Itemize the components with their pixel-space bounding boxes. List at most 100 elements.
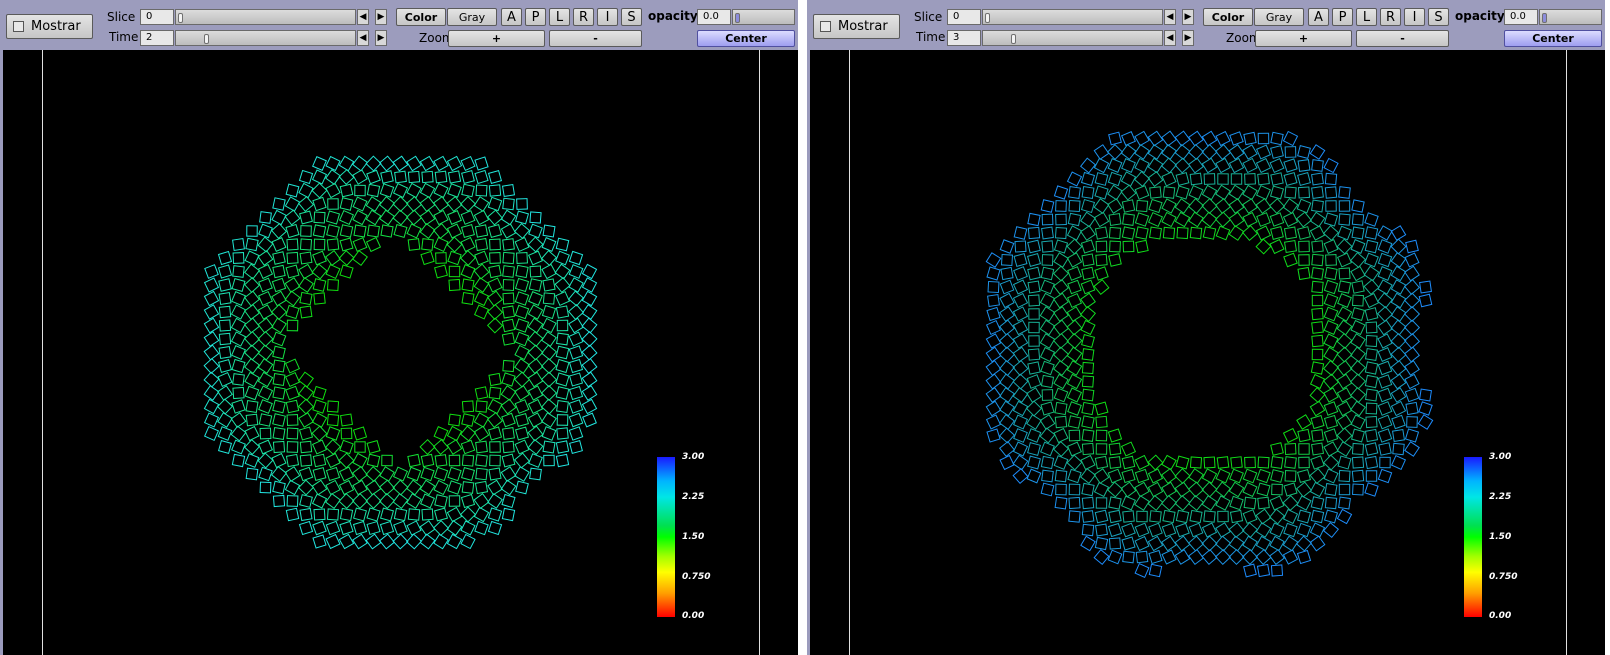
zoom-in-button[interactable]: + — [448, 30, 545, 47]
time-next-button[interactable]: ▶ — [1182, 30, 1194, 46]
view-r-button[interactable]: R — [573, 8, 594, 26]
mesh-cell — [243, 317, 261, 334]
mesh-cell — [1309, 522, 1326, 538]
color-button[interactable]: Color — [1203, 8, 1253, 26]
mesh-cell — [500, 466, 517, 482]
mesh-cell — [581, 263, 598, 280]
mesh-cell — [1323, 333, 1339, 349]
mesh-cell — [1108, 213, 1122, 226]
mesh-cell — [999, 400, 1015, 417]
slice-slider[interactable] — [175, 9, 356, 25]
view-p-button[interactable]: P — [525, 8, 546, 26]
mesh-cell — [432, 438, 450, 456]
mesh-cell — [1365, 388, 1378, 402]
image-viewport[interactable]: 3.00 2.25 1.50 0.750 0.00 — [3, 50, 798, 655]
time-next-button[interactable]: ▶ — [375, 30, 387, 46]
slice-value-field[interactable]: 0 — [140, 9, 174, 25]
mesh-cell — [1404, 360, 1420, 376]
time-slider[interactable] — [982, 30, 1163, 46]
view-l-button[interactable]: L — [1356, 8, 1377, 26]
mesh-cell — [433, 533, 449, 550]
slice-slider-thumb[interactable] — [985, 13, 990, 23]
slice-slider[interactable] — [982, 9, 1163, 25]
mesh-cell — [581, 358, 598, 374]
mesh-cell — [1336, 346, 1353, 363]
view-l-button[interactable]: L — [549, 8, 570, 26]
opacity-slider-thumb[interactable] — [1542, 13, 1547, 23]
opacity-slider-thumb[interactable] — [735, 13, 740, 23]
mesh-cell — [1297, 266, 1311, 281]
slice-next-button[interactable]: ▶ — [375, 9, 387, 25]
mesh-cell — [311, 263, 328, 280]
mostrar-toggle[interactable]: Mostrar — [6, 14, 93, 39]
mesh-cell — [554, 263, 571, 280]
mesh-cell — [378, 492, 396, 510]
time-label: Time — [109, 30, 139, 44]
mesh-cell — [1081, 334, 1095, 348]
mesh-cell — [1242, 535, 1258, 552]
zoom-out-button[interactable]: - — [549, 30, 642, 47]
time-slider-thumb[interactable] — [203, 34, 209, 44]
opacity-slider[interactable] — [732, 9, 795, 25]
mesh-cell — [487, 426, 503, 441]
mesh-cell — [1228, 481, 1245, 498]
mesh-cell — [1133, 170, 1151, 188]
opacity-value-field[interactable]: 0.0 — [1504, 9, 1538, 25]
view-r-button[interactable]: R — [1380, 8, 1401, 26]
opacity-slider[interactable] — [1539, 9, 1602, 25]
time-prev-button[interactable]: ◀ — [1164, 30, 1176, 46]
mesh-cell — [1350, 319, 1366, 336]
opacity-value-field[interactable]: 0.0 — [697, 9, 731, 25]
mesh-cell — [1041, 469, 1054, 483]
image-viewport[interactable]: 3.00 2.25 1.50 0.750 0.00 — [810, 50, 1605, 655]
mesh-cell — [529, 265, 542, 278]
time-value-field[interactable]: 2 — [140, 30, 174, 46]
slice-next-button[interactable]: ▶ — [1182, 9, 1194, 25]
mesh-cell — [998, 440, 1016, 458]
checkbox-icon[interactable] — [820, 21, 831, 32]
colorbar-tick: 0.750 — [682, 572, 711, 582]
time-slider-thumb[interactable] — [1010, 34, 1016, 44]
mesh-cell — [1268, 508, 1286, 525]
mesh-cell — [999, 454, 1015, 471]
color-button[interactable]: Color — [396, 8, 446, 26]
zoom-out-button[interactable]: - — [1356, 30, 1449, 47]
gray-button[interactable]: Gray — [447, 8, 497, 26]
mesh-cell — [1230, 173, 1243, 185]
mesh-cell — [1350, 414, 1366, 430]
center-button[interactable]: Center — [697, 30, 795, 47]
mesh-cell — [1027, 442, 1041, 456]
slice-prev-button[interactable]: ◀ — [357, 9, 369, 25]
time-value-field[interactable]: 3 — [947, 30, 981, 46]
zoom-in-button[interactable]: + — [1255, 30, 1352, 47]
view-i-button[interactable]: I — [1404, 8, 1425, 26]
mesh-cell — [475, 184, 488, 197]
mesh-cell — [581, 290, 598, 307]
mesh-cell — [231, 358, 246, 374]
slice-value-field[interactable]: 0 — [947, 9, 981, 25]
mesh-cell — [447, 250, 462, 266]
view-i-button[interactable]: I — [597, 8, 618, 26]
mesh-cell — [1094, 172, 1109, 186]
gray-button[interactable]: Gray — [1254, 8, 1304, 26]
slice-prev-button[interactable]: ◀ — [1164, 9, 1176, 25]
view-p-button[interactable]: P — [1332, 8, 1353, 26]
time-slider[interactable] — [175, 30, 356, 46]
center-button[interactable]: Center — [1504, 30, 1602, 47]
mesh-cell — [392, 195, 409, 213]
time-prev-button[interactable]: ◀ — [357, 30, 369, 46]
mesh-cell — [286, 319, 299, 332]
mostrar-toggle[interactable]: Mostrar — [813, 14, 900, 39]
view-s-button[interactable]: S — [1428, 8, 1449, 26]
view-a-button[interactable]: A — [1308, 8, 1329, 26]
checkbox-icon[interactable] — [13, 21, 24, 32]
mesh-cell — [488, 467, 502, 481]
mesh-cell — [1228, 225, 1245, 241]
slice-slider-thumb[interactable] — [178, 13, 183, 23]
mesh-cell — [1108, 509, 1122, 524]
view-a-button[interactable]: A — [501, 8, 522, 26]
mesh-cell — [1093, 157, 1110, 174]
mesh-cell — [1242, 157, 1258, 174]
view-s-button[interactable]: S — [621, 8, 642, 26]
mesh-cell — [1310, 496, 1325, 510]
